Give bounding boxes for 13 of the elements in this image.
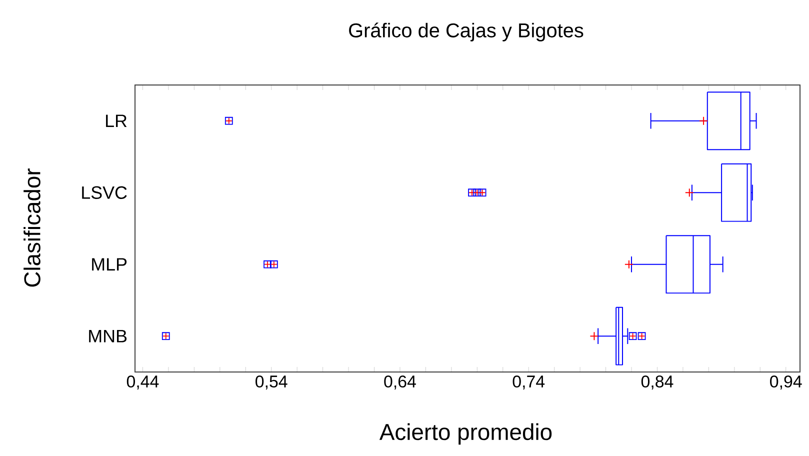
y-tick-label: MLP xyxy=(92,258,127,271)
chart-title: Gráfico de Cajas y Bigotes xyxy=(349,22,584,42)
y-tick-label: LR xyxy=(106,114,127,128)
x-tick-label: 0,44 xyxy=(126,376,159,390)
x-tick-label: 0,94 xyxy=(770,376,802,390)
x-tick-label: 0,64 xyxy=(384,376,416,390)
y-axis-title: Clasificador xyxy=(24,168,40,287)
x-tick-label: 0,74 xyxy=(512,376,545,390)
y-tick-label: LSVC xyxy=(82,186,127,199)
x-axis-title: Acierto promedio xyxy=(379,423,552,445)
x-tick-label: 0,84 xyxy=(641,376,674,390)
y-tick-label: MNB xyxy=(89,330,127,342)
x-tick-label: 0,54 xyxy=(256,376,288,390)
